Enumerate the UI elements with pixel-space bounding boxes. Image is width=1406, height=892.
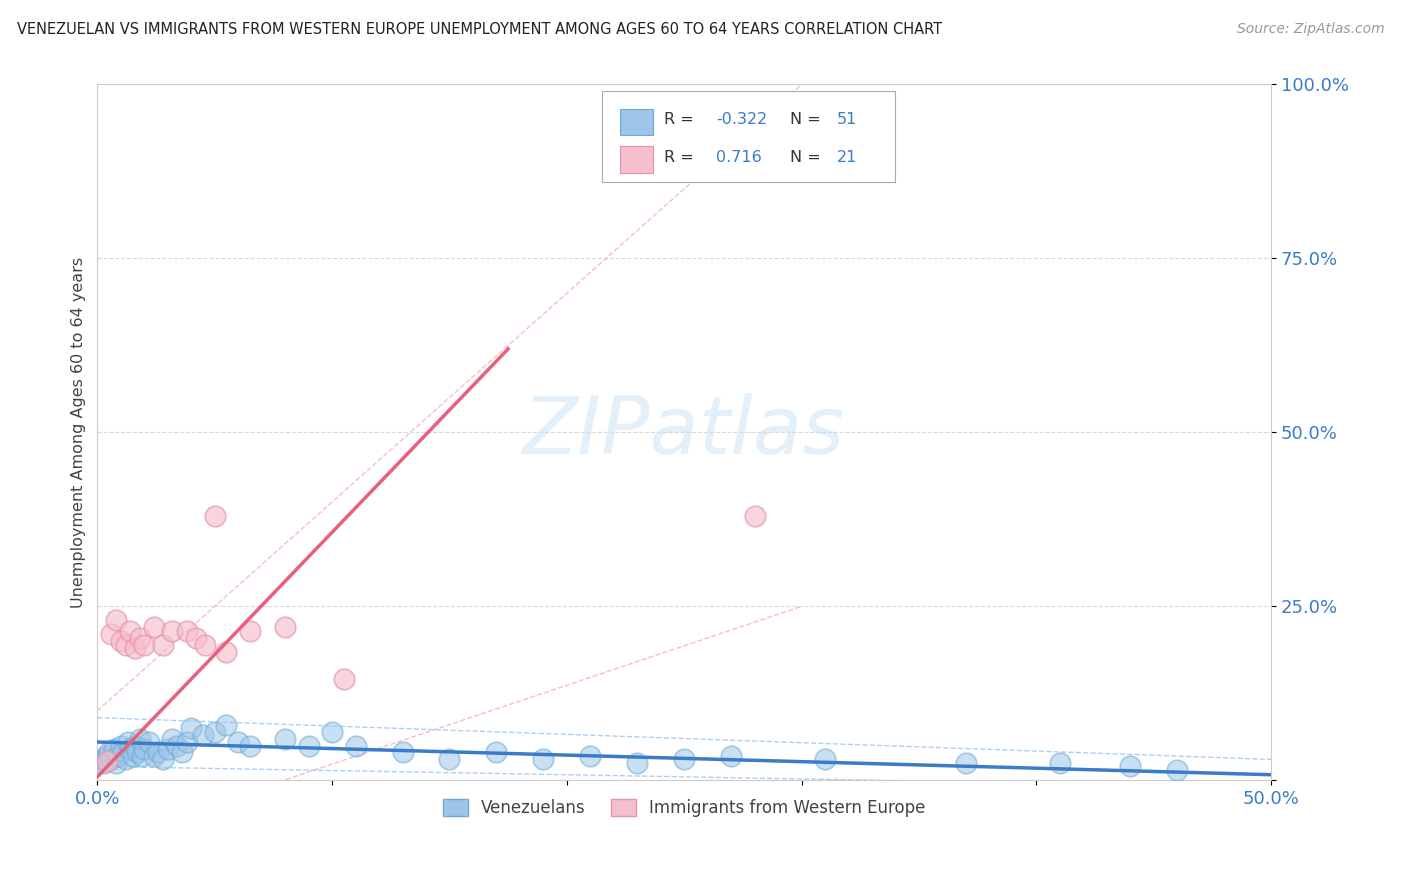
Point bbox=[127, 746, 149, 760]
Point bbox=[626, 756, 648, 770]
Point bbox=[239, 739, 262, 753]
Point bbox=[321, 724, 343, 739]
Point bbox=[162, 731, 184, 746]
Point bbox=[191, 728, 214, 742]
Point bbox=[391, 746, 413, 760]
Text: 0.716: 0.716 bbox=[716, 150, 762, 165]
Point bbox=[298, 739, 321, 753]
Point bbox=[100, 627, 122, 641]
Point bbox=[215, 644, 238, 658]
Point bbox=[162, 624, 184, 638]
Point bbox=[114, 752, 136, 766]
Text: N =: N = bbox=[790, 150, 821, 165]
Point bbox=[131, 748, 153, 763]
Point bbox=[112, 746, 135, 760]
Point bbox=[91, 752, 114, 766]
Point bbox=[239, 624, 262, 638]
Text: N =: N = bbox=[790, 112, 821, 128]
Point bbox=[142, 620, 165, 634]
FancyBboxPatch shape bbox=[620, 109, 652, 136]
Point bbox=[344, 739, 367, 753]
Point bbox=[103, 742, 125, 756]
Point bbox=[176, 624, 198, 638]
Point bbox=[93, 756, 115, 770]
Point bbox=[124, 739, 146, 753]
Point bbox=[333, 673, 356, 687]
Point bbox=[152, 638, 174, 652]
Point bbox=[673, 752, 696, 766]
Point bbox=[531, 752, 554, 766]
Point bbox=[274, 731, 297, 746]
Point bbox=[166, 739, 188, 753]
Y-axis label: Unemployment Among Ages 60 to 64 years: Unemployment Among Ages 60 to 64 years bbox=[72, 257, 86, 608]
Point bbox=[134, 638, 156, 652]
Point bbox=[955, 756, 977, 770]
Point bbox=[142, 748, 165, 763]
Point bbox=[128, 731, 150, 746]
Point bbox=[226, 735, 249, 749]
Point bbox=[105, 613, 128, 627]
Point bbox=[180, 721, 202, 735]
Point bbox=[100, 752, 122, 766]
Point bbox=[204, 508, 226, 523]
Text: ZIPatlas: ZIPatlas bbox=[523, 393, 845, 471]
Point bbox=[110, 634, 132, 648]
Point bbox=[1049, 756, 1071, 770]
Text: R =: R = bbox=[664, 150, 695, 165]
Point bbox=[720, 748, 742, 763]
Point bbox=[121, 748, 143, 763]
Point bbox=[120, 624, 142, 638]
Point bbox=[1166, 763, 1188, 777]
Point bbox=[744, 508, 766, 523]
Point bbox=[114, 638, 136, 652]
Point bbox=[138, 735, 160, 749]
Point bbox=[439, 752, 461, 766]
Legend: Venezuelans, Immigrants from Western Europe: Venezuelans, Immigrants from Western Eur… bbox=[436, 793, 932, 824]
Text: VENEZUELAN VS IMMIGRANTS FROM WESTERN EUROPE UNEMPLOYMENT AMONG AGES 60 TO 64 YE: VENEZUELAN VS IMMIGRANTS FROM WESTERN EU… bbox=[17, 22, 942, 37]
Point bbox=[134, 742, 156, 756]
Point bbox=[110, 739, 132, 753]
Point bbox=[124, 641, 146, 656]
Point bbox=[485, 746, 508, 760]
FancyBboxPatch shape bbox=[620, 146, 652, 173]
Point bbox=[170, 746, 193, 760]
Point bbox=[96, 754, 118, 768]
Point bbox=[274, 620, 297, 634]
FancyBboxPatch shape bbox=[602, 91, 896, 182]
Point bbox=[194, 638, 217, 652]
Point bbox=[107, 748, 129, 763]
Point bbox=[204, 724, 226, 739]
Point bbox=[98, 746, 121, 760]
Point bbox=[148, 746, 170, 760]
Point bbox=[1119, 759, 1142, 773]
Point bbox=[579, 748, 602, 763]
Point bbox=[215, 717, 238, 731]
Point bbox=[128, 631, 150, 645]
Text: -0.322: -0.322 bbox=[716, 112, 768, 128]
Point bbox=[152, 752, 174, 766]
Text: 21: 21 bbox=[837, 150, 858, 165]
Text: Source: ZipAtlas.com: Source: ZipAtlas.com bbox=[1237, 22, 1385, 37]
Point bbox=[120, 742, 142, 756]
Point bbox=[96, 748, 118, 763]
Point bbox=[156, 742, 179, 756]
Point bbox=[105, 756, 128, 770]
Point bbox=[184, 631, 207, 645]
Point bbox=[176, 735, 198, 749]
Point bbox=[117, 735, 139, 749]
Text: 51: 51 bbox=[837, 112, 858, 128]
Text: R =: R = bbox=[664, 112, 695, 128]
Point bbox=[814, 752, 837, 766]
